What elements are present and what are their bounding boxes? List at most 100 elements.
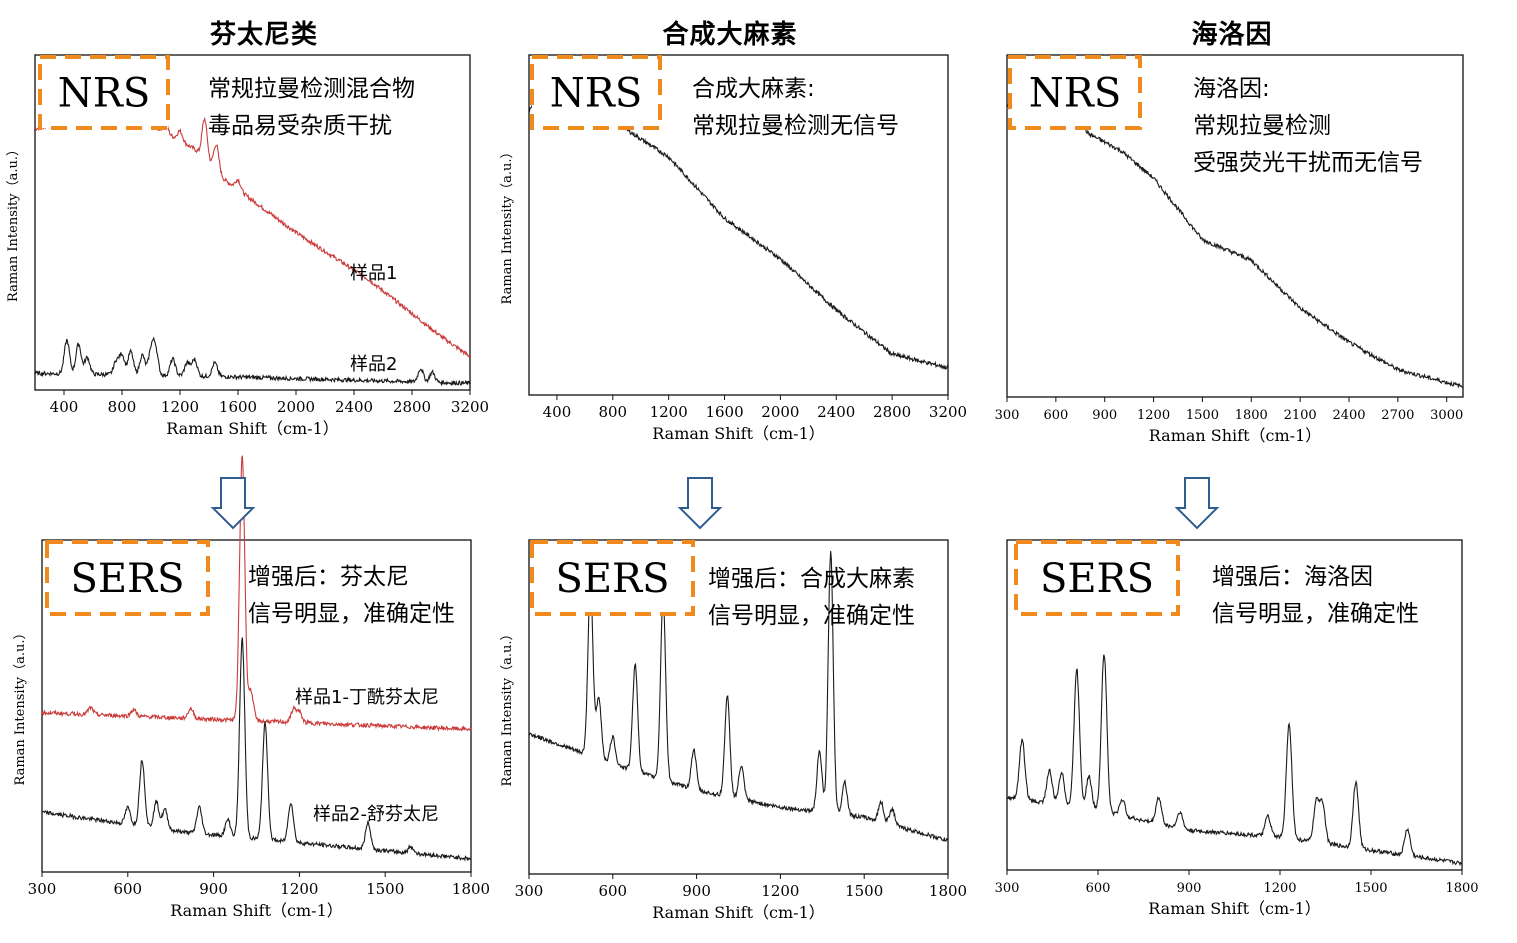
plot-frame xyxy=(1006,539,1463,871)
series-label: 样品1 xyxy=(350,263,397,284)
x-tick-label: 900 xyxy=(682,882,711,900)
column-title-synthetic-cannabinoid: 合成大麻素 xyxy=(662,20,798,50)
tag-label: NRS xyxy=(550,71,643,117)
chart-fentanyl-nrs: 400 800 1200 1600 2000 2400 2800 3200 Raman Shif… xyxy=(6,54,489,438)
y-axis-label: Raman Intensity（a.u.） xyxy=(500,145,515,304)
x-tick-label: 2400 xyxy=(335,398,373,416)
x-tick-label: 2000 xyxy=(277,398,315,416)
x-tick-label: 900 xyxy=(1177,881,1202,896)
x-tick-label: 600 xyxy=(1043,408,1068,423)
x-tick-label: 1800 xyxy=(1445,881,1478,896)
chart-heroin-nrs: 300 600 900 1200 1500 1800 2100 2400 2700 3000 Ram… xyxy=(995,54,1464,445)
x-tick-label: 3200 xyxy=(451,398,489,416)
x-tick-label: 2000 xyxy=(761,403,799,421)
column-title-heroin: 海洛因 xyxy=(1191,20,1273,50)
y-axis-label: Raman Intensity（a.u.） xyxy=(500,627,515,786)
x-tick-label: 1200 xyxy=(1137,408,1170,423)
down-arrow-icon xyxy=(1174,477,1220,530)
tag-label: NRS xyxy=(1029,71,1122,117)
x-tick-label: 2800 xyxy=(873,403,911,421)
annotation-text: 受强荧光干扰而无信号 xyxy=(1193,150,1423,176)
series-label: 样品2 xyxy=(350,354,397,375)
down-arrow-icon xyxy=(677,477,723,530)
tag-box xyxy=(45,540,210,616)
x-tick-label: 1800 xyxy=(452,880,490,898)
annotation-text: 毒品易受杂质干扰 xyxy=(208,113,392,139)
annotation-text: 海洛因: xyxy=(1193,76,1270,102)
tag-box xyxy=(530,540,695,616)
x-tick-label: 1200 xyxy=(161,398,199,416)
series-label: 样品1-丁酰芬太尼 xyxy=(295,687,439,708)
x-axis-label: Raman Shift（cm-1） xyxy=(652,424,825,443)
x-tick-label: 2800 xyxy=(393,398,431,416)
down-arrow-icon xyxy=(210,477,256,530)
series-line xyxy=(41,637,472,862)
plot-frame xyxy=(41,539,472,873)
series-line xyxy=(1006,654,1463,867)
tag-label: SERS xyxy=(555,556,669,602)
tag-label: SERS xyxy=(1040,556,1154,602)
x-tick-label: 2400 xyxy=(1332,408,1365,423)
annotation-text: 增强后：合成大麻素 xyxy=(708,566,915,592)
chart-fentanyl-sers: 300 600 900 1200 1500 1800 Raman Shift（cm-1） Ra… xyxy=(13,454,490,920)
x-tick-label: 1200 xyxy=(761,882,799,900)
annotation-text: 信号明显，准确定性 xyxy=(708,603,915,629)
series-line xyxy=(1006,94,1464,389)
annotation-text: 合成大麻素: xyxy=(692,76,815,102)
x-tick-label: 300 xyxy=(28,880,57,898)
x-tick-label: 300 xyxy=(995,881,1020,896)
x-tick-label: 1200 xyxy=(650,403,688,421)
tag-box xyxy=(530,55,662,130)
tag-box xyxy=(1008,55,1142,130)
x-tick-label: 600 xyxy=(1086,881,1111,896)
x-tick-label: 1200 xyxy=(280,880,318,898)
x-tick-label: 1800 xyxy=(929,882,967,900)
chart-heroin-sers: 300 600 900 1200 1500 1800 Raman Shift（cm-1） SE… xyxy=(995,539,1479,918)
x-axis-label: Raman Shift（cm-1） xyxy=(166,419,339,438)
plot-frame xyxy=(34,54,471,391)
x-tick-label: 3200 xyxy=(929,403,967,421)
x-tick-label: 2400 xyxy=(817,403,855,421)
tag-label: NRS xyxy=(58,71,151,117)
x-tick-label: 2100 xyxy=(1284,408,1317,423)
x-tick-label: 300 xyxy=(995,408,1020,423)
plot-frame xyxy=(528,54,949,396)
x-tick-label: 1500 xyxy=(845,882,883,900)
series-line xyxy=(34,106,471,359)
x-tick-label: 800 xyxy=(598,403,627,421)
x-tick-label: 1600 xyxy=(219,398,257,416)
x-tick-label: 3000 xyxy=(1430,408,1463,423)
x-axis-label: Raman Shift（cm-1） xyxy=(652,903,825,922)
x-tick-label: 600 xyxy=(598,882,627,900)
x-tick-label: 2700 xyxy=(1381,408,1414,423)
x-tick-label: 300 xyxy=(515,882,544,900)
tag-box xyxy=(38,55,170,130)
series-line xyxy=(528,550,949,843)
annotation-text: 信号明显，准确定性 xyxy=(248,601,455,627)
annotation-text: 增强后：海洛因 xyxy=(1212,564,1373,590)
chart-cannabinoid-sers: 300 600 900 1200 1500 1800 Raman Shift（cm-1） Ra… xyxy=(500,539,967,922)
x-tick-label: 1800 xyxy=(1235,408,1268,423)
x-tick-label: 1500 xyxy=(366,880,404,898)
annotation-text: 增强后：芬太尼 xyxy=(248,564,409,590)
series-line xyxy=(34,336,471,387)
annotation-text: 常规拉曼检测 xyxy=(1193,113,1331,139)
annotation-text: 常规拉曼检测无信号 xyxy=(692,113,899,139)
x-axis-label: Raman Shift（cm-1） xyxy=(1148,899,1321,918)
x-axis-label: Raman Shift（cm-1） xyxy=(170,901,343,920)
plot-frame xyxy=(528,539,949,875)
x-tick-label: 1200 xyxy=(1263,881,1296,896)
tag-box xyxy=(1014,540,1180,616)
y-axis-label: Raman Intensity（a.u.） xyxy=(13,626,28,785)
x-tick-label: 900 xyxy=(199,880,228,898)
x-tick-label: 1500 xyxy=(1354,881,1387,896)
annotation-text: 常规拉曼检测混合物 xyxy=(208,76,415,102)
annotation-text: 信号明显，准确定性 xyxy=(1212,601,1419,627)
x-tick-label: 1600 xyxy=(705,403,743,421)
x-axis-label: Raman Shift（cm-1） xyxy=(1149,426,1322,445)
chart-cannabinoid-nrs: 400 800 1200 1600 2000 2400 2800 3200 Raman Shif… xyxy=(500,54,967,443)
x-tick-label: 900 xyxy=(1092,408,1117,423)
tag-label: SERS xyxy=(70,556,184,602)
series-label: 样品2-舒芬太尼 xyxy=(313,804,439,825)
